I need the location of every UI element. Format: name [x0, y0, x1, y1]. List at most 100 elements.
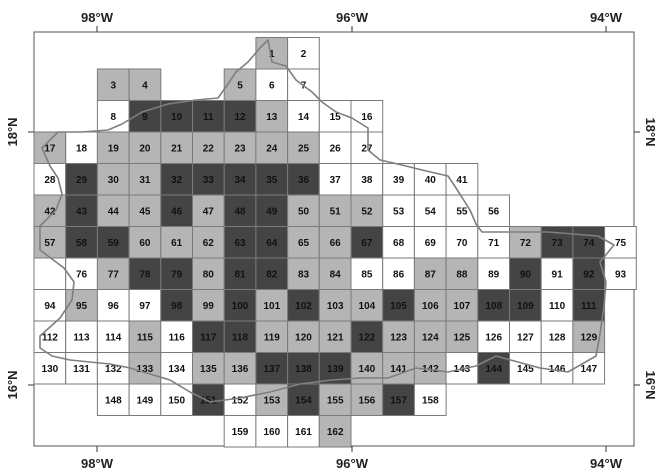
grid-cell-fill: [287, 100, 320, 133]
lat-label-left-18n: 18°N: [5, 117, 20, 146]
grid-cell: 109: [509, 289, 542, 322]
grid-cell-fill: [33, 289, 67, 322]
grid-cell-fill: [350, 163, 384, 196]
grid-cell: 156: [350, 383, 384, 416]
grid-cell: 43: [65, 194, 98, 227]
grid-cell-number: 53: [393, 206, 405, 217]
grid-cell-number: 135: [200, 364, 217, 375]
grid-cell-number: 26: [330, 143, 342, 154]
grid-cell: 84: [318, 257, 352, 290]
grid-cell-fill: [572, 289, 606, 322]
grid-cell-number: 113: [73, 332, 90, 343]
grid-cell-number: 117: [200, 332, 217, 343]
grid-cell-fill: [287, 163, 320, 196]
grid-cell-fill: [223, 289, 257, 322]
grid-cell: 91: [540, 257, 574, 290]
grid-cell-number: 21: [171, 143, 183, 154]
grid-cell: 12: [223, 100, 257, 133]
grid-cell-fill: [318, 415, 352, 448]
grid-cell-number: 112: [42, 332, 59, 343]
grid-cell-number: 19: [108, 143, 120, 154]
grid-cell-number: 61: [171, 238, 183, 249]
grid-cell-number: 27: [361, 143, 373, 154]
grid-cell-number: 100: [232, 301, 249, 312]
grid-cell: 39: [382, 163, 415, 196]
grid-cell-fill: [128, 383, 162, 416]
grid-cell-number: 12: [234, 112, 246, 123]
grid-cell-fill: [445, 194, 479, 227]
grid-cell-number: 6: [269, 80, 275, 91]
grid-cell-number: 93: [615, 269, 627, 280]
grid-cell: 150: [160, 383, 194, 416]
grid-cell-fill: [477, 289, 510, 322]
grid-cell: 56: [477, 194, 510, 227]
grid-cell-fill: [255, 226, 289, 259]
grid-cell-number: 139: [327, 364, 344, 375]
grid-cell-fill: [477, 257, 510, 290]
grid-cell-fill: [382, 320, 415, 353]
grid-cell-fill: [223, 131, 257, 164]
grid-cell-fill: [192, 194, 225, 227]
grid-cell-number: 134: [168, 364, 185, 375]
grid-cell-number: 160: [263, 427, 280, 438]
grid-cell-number: 23: [234, 143, 246, 154]
grid-cell: 87: [413, 257, 447, 290]
grid-cell: 32: [160, 163, 194, 196]
grid-cell-fill: [445, 352, 479, 385]
grid-cell: 4: [128, 68, 162, 101]
grid-cell-fill: [192, 257, 225, 290]
lon-label-top-94w: 94°W: [590, 10, 623, 25]
grid-cell: 147: [572, 352, 606, 385]
grid-cell-number: 123: [390, 332, 407, 343]
grid-cell-number: 45: [139, 206, 151, 217]
grid-cell-number: 1: [269, 49, 275, 60]
grid-cell-number: 137: [263, 364, 280, 375]
grid-cell: 83: [287, 257, 320, 290]
grid-cell-number: 18: [76, 143, 88, 154]
grid-cell: 1: [255, 37, 289, 70]
grid-cell: 78: [128, 257, 162, 290]
grid-cell: 50: [287, 194, 320, 227]
grid-cell: 54: [413, 194, 447, 227]
lat-label-left-16n: 16°N: [5, 370, 20, 399]
grid-cell-number: 107: [454, 301, 471, 312]
grid-cell-number: 140: [359, 364, 376, 375]
grid-cell: 57: [33, 226, 67, 259]
grid-cell-number: 37: [330, 175, 342, 186]
grid-cell-fill: [128, 257, 162, 290]
grid-cell-fill: [96, 352, 130, 385]
grid-cell-number: 4: [142, 80, 148, 91]
grid-cell-number: 97: [139, 301, 151, 312]
grid-cell: 116: [160, 320, 194, 353]
grid-cell: 93: [604, 257, 637, 290]
grid-cell-fill: [350, 257, 384, 290]
grid-cell: 100: [223, 289, 257, 322]
grid-cell: 44: [96, 194, 130, 227]
grid-cell-fill: [192, 226, 225, 259]
lon-label-bottom-94w: 94°W: [590, 456, 623, 471]
grid-cell-number: 51: [330, 206, 342, 217]
grid-cell-number: 115: [137, 332, 154, 343]
grid-cell-number: 11: [203, 112, 214, 123]
grid-cell: 148: [96, 383, 130, 416]
grid-cell: 121: [318, 320, 352, 353]
grid-cell: 31: [128, 163, 162, 196]
grid-cell-number: 44: [108, 206, 120, 217]
grid-cell-number: 54: [425, 206, 437, 217]
grid-cell-fill: [318, 194, 352, 227]
grid-cell-number: 32: [171, 175, 183, 186]
grid-cell: 158: [413, 383, 447, 416]
grid-cell-number: 81: [234, 269, 246, 280]
grid-cell: 102: [287, 289, 320, 322]
grid-cell-fill: [33, 131, 67, 164]
grid-cell: 131: [65, 352, 98, 385]
grid-cell: 40: [413, 163, 447, 196]
grid-cell: 19: [96, 131, 130, 164]
grid-cell-number: 90: [520, 269, 532, 280]
grid-cell: 10: [160, 100, 194, 133]
grid-cell-fill: [255, 194, 289, 227]
grid-cell-fill: [223, 163, 257, 196]
grid-cell-fill: [96, 226, 130, 259]
grid-cell: 117: [192, 320, 225, 353]
grid-cell-number: 28: [44, 175, 56, 186]
